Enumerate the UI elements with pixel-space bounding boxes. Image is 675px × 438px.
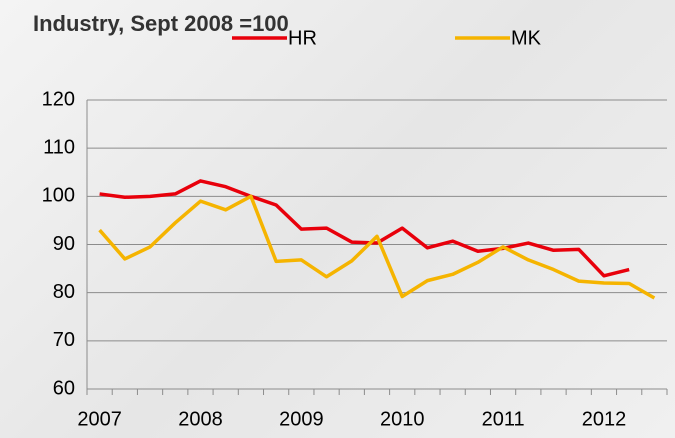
y-tick-label: 110 xyxy=(43,136,75,158)
series-line xyxy=(99,179,630,278)
x-tick-label: 2010 xyxy=(380,408,425,430)
x-tick-label: 2012 xyxy=(582,408,627,430)
y-tick-label: 60 xyxy=(53,377,75,399)
y-tick-label: 80 xyxy=(53,281,75,303)
x-tick-label: 2011 xyxy=(482,408,525,430)
y-tick-label: 100 xyxy=(42,185,75,207)
x-tick-label: 2009 xyxy=(279,408,324,430)
y-tick-label: 90 xyxy=(53,233,75,255)
x-tick-label: 2008 xyxy=(178,408,223,430)
legend-label: MK xyxy=(511,27,542,49)
legend-label: HR xyxy=(288,27,317,49)
series-line xyxy=(98,194,656,300)
y-tick-label: 70 xyxy=(53,329,75,351)
y-tick-label: 120 xyxy=(42,88,75,110)
chart-title: Industry, Sept 2008 =100 xyxy=(33,11,289,36)
x-tick-label: 2007 xyxy=(77,408,122,430)
